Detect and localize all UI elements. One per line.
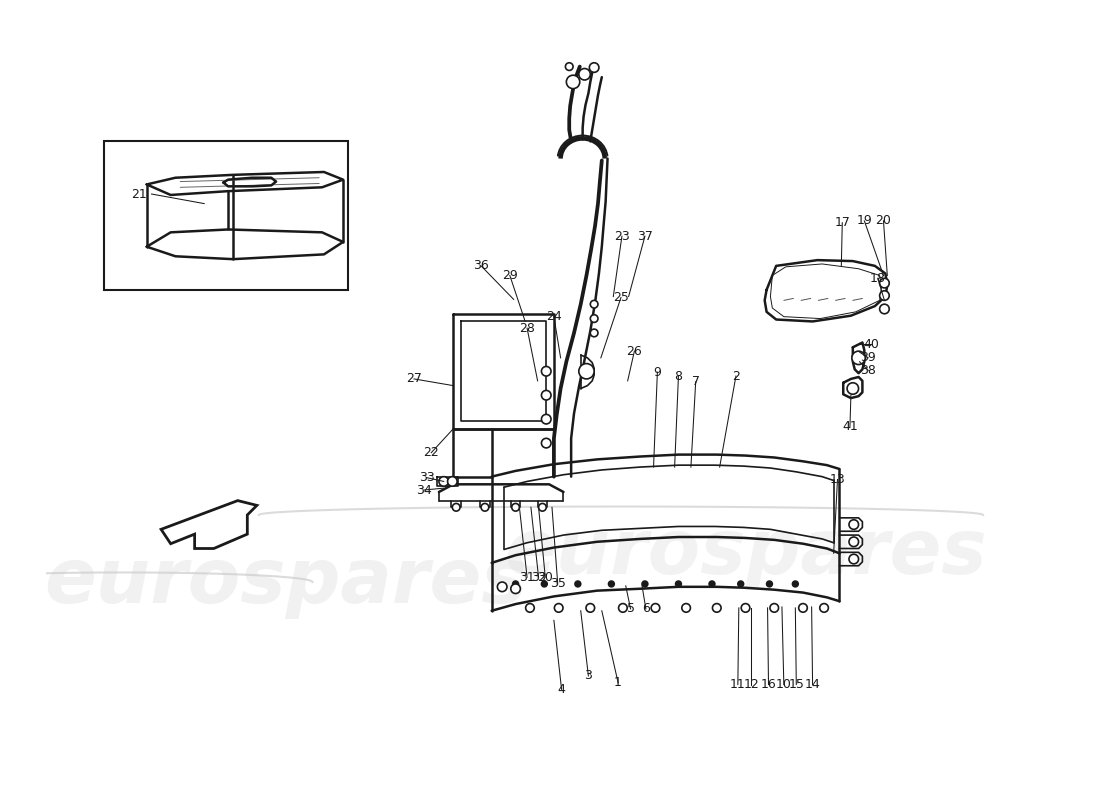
Text: 7: 7 [692,375,700,388]
Circle shape [851,351,866,365]
Circle shape [820,603,828,612]
Circle shape [554,603,563,612]
Text: 26: 26 [627,345,642,358]
Text: 34: 34 [416,483,431,497]
Text: 30: 30 [537,570,553,584]
Circle shape [541,366,551,376]
Circle shape [847,382,859,394]
Circle shape [541,390,551,400]
Text: 6: 6 [642,602,650,615]
Text: 40: 40 [864,338,879,351]
Circle shape [799,603,807,612]
Text: eurospares: eurospares [44,545,527,619]
Circle shape [651,603,660,612]
Circle shape [591,300,598,308]
Circle shape [738,581,744,587]
Circle shape [575,581,581,587]
Circle shape [880,278,889,288]
Circle shape [526,603,535,612]
Text: 15: 15 [789,678,804,691]
Circle shape [682,603,691,612]
Text: 4: 4 [558,683,565,696]
Circle shape [590,62,598,72]
Circle shape [439,477,449,486]
Text: 11: 11 [730,678,746,691]
Circle shape [565,62,573,70]
Text: 10: 10 [776,678,792,691]
Text: eurospares: eurospares [504,516,987,590]
Text: 9: 9 [653,366,661,378]
Text: 38: 38 [860,364,876,377]
Circle shape [849,554,859,564]
Text: 25: 25 [613,291,629,304]
Circle shape [849,520,859,530]
Text: 16: 16 [760,678,777,691]
Text: 3: 3 [584,670,592,682]
Text: 33: 33 [419,471,435,484]
Text: 19: 19 [857,214,872,227]
Circle shape [741,603,750,612]
Circle shape [792,581,799,587]
Text: 1: 1 [614,676,622,689]
Text: 12: 12 [744,678,759,691]
Circle shape [713,603,722,612]
Circle shape [675,581,681,587]
Circle shape [448,477,458,486]
Text: 17: 17 [834,216,850,230]
Circle shape [767,581,772,587]
Circle shape [880,290,889,300]
Circle shape [541,438,551,448]
Bar [103,142,348,290]
Circle shape [512,503,519,511]
Text: 28: 28 [519,322,535,334]
Circle shape [566,75,580,89]
Circle shape [481,503,488,511]
Circle shape [579,363,594,379]
Text: 32: 32 [530,570,547,584]
Circle shape [539,503,547,511]
Circle shape [770,603,779,612]
Circle shape [510,584,520,594]
Text: 20: 20 [876,214,891,227]
Text: 14: 14 [805,678,821,691]
Text: 13: 13 [829,473,846,486]
Text: 27: 27 [406,373,422,386]
Text: 37: 37 [637,230,653,242]
Text: 2: 2 [732,370,740,382]
Text: 8: 8 [674,370,682,382]
Circle shape [513,581,518,587]
Text: 29: 29 [502,269,518,282]
Text: 23: 23 [614,230,630,242]
Text: 22: 22 [424,446,439,459]
Text: 31: 31 [519,570,535,584]
Circle shape [849,537,859,546]
Circle shape [608,581,614,587]
Circle shape [579,69,591,80]
Text: 41: 41 [843,420,858,434]
Circle shape [642,581,648,587]
Circle shape [497,582,507,592]
Circle shape [591,314,598,322]
Circle shape [452,503,460,511]
Circle shape [586,603,595,612]
Circle shape [618,603,627,612]
Text: 24: 24 [546,310,562,323]
Text: 5: 5 [627,602,635,615]
Circle shape [541,581,547,587]
Text: 18: 18 [870,272,886,285]
Text: 36: 36 [473,259,490,272]
Circle shape [880,304,889,314]
Text: 35: 35 [550,578,565,590]
Text: 21: 21 [131,187,147,201]
Circle shape [710,581,715,587]
Polygon shape [161,501,257,549]
Circle shape [541,414,551,424]
Text: 39: 39 [860,351,876,364]
Circle shape [591,329,598,337]
